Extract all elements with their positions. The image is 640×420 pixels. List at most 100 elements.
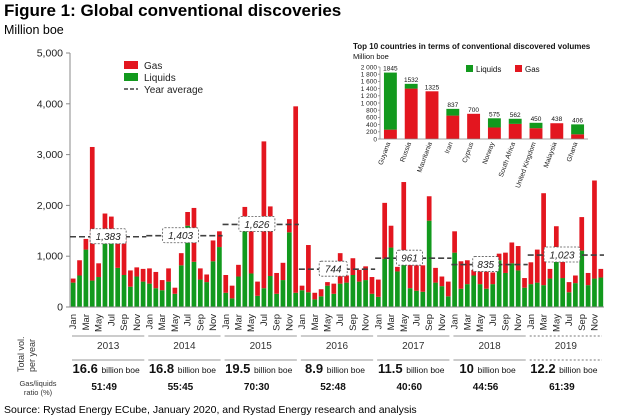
liquids-bar: [159, 290, 165, 307]
liquids-bar: [223, 292, 229, 307]
liquids-bar: [89, 280, 95, 307]
month-tick-label: Jul: [488, 314, 499, 326]
liquids-bar: [509, 263, 515, 307]
liquids-bar: [318, 296, 324, 307]
gas-bar: [566, 282, 572, 293]
gas-bar: [541, 193, 546, 286]
gas-bar: [96, 263, 101, 278]
inset-liquids-bar: [571, 124, 585, 135]
month-tick-label: Nov: [589, 314, 600, 331]
liquids-bar: [197, 279, 203, 307]
gas-bar: [77, 260, 82, 276]
inset-y-tick-label: 1 400: [361, 86, 378, 93]
legend-liquids-label: Liquids: [144, 73, 176, 84]
year-average-label: 1,626: [244, 220, 269, 231]
inset-gas-bar: [571, 134, 585, 139]
inset-liquids-bar: [508, 118, 522, 124]
gas-bar: [274, 272, 279, 294]
gas-bar: [312, 292, 318, 300]
liquids-bar: [255, 295, 260, 307]
liquids-bar: [108, 230, 114, 307]
liquids-bar: [267, 276, 273, 307]
legend-average-label: Year average: [144, 85, 204, 96]
row-label-total-line2: per year: [27, 339, 37, 372]
inset-category-label: Iran: [444, 141, 455, 155]
inset-gas-bar: [550, 123, 564, 139]
liquids-bar: [331, 293, 337, 307]
inset-total-label: 1845: [383, 66, 398, 73]
month-tick-label: May: [399, 314, 410, 332]
liquids-bar: [553, 255, 559, 307]
month-tick-label: May: [322, 314, 333, 332]
inset-y-tick-label: 400: [366, 122, 377, 129]
liquids-bar: [96, 277, 101, 307]
year-total-value: 12.2 billion boe: [530, 361, 597, 376]
gas-bar: [293, 106, 299, 293]
liquids-bar: [566, 292, 572, 307]
gas-bar: [299, 285, 305, 291]
gas-bar: [70, 278, 76, 283]
gas-bar: [382, 202, 388, 259]
month-tick-label: Nov: [361, 314, 372, 331]
gas-bar: [261, 141, 267, 289]
year-label: 2015: [250, 341, 273, 352]
month-tick-label: Jan: [144, 314, 155, 329]
gas-bar: [439, 276, 445, 287]
month-tick-label: Jan: [68, 314, 79, 329]
year-label: 2013: [97, 341, 120, 352]
year-average-label: 961: [401, 254, 418, 265]
inset-title: Top 10 countries in terms of conventiona…: [353, 42, 591, 51]
gas-bar: [515, 246, 521, 271]
year-average-label-box: [318, 260, 348, 277]
gas-bar: [407, 258, 413, 289]
gas-bar: [115, 232, 121, 268]
gas-bar: [223, 274, 229, 293]
liquids-bar: [471, 275, 477, 307]
year-average-label-box: [396, 249, 423, 266]
liquids-bar: [445, 296, 451, 307]
year-total-value: 11.5 billion boe: [378, 361, 445, 376]
gas-bar: [153, 271, 159, 289]
month-tick-label: Mar: [462, 314, 473, 330]
year-average-label-box: [89, 228, 127, 245]
month-tick-label: Jan: [526, 314, 537, 329]
liquids-bar: [490, 284, 496, 307]
source-note: Source: Rystad Energy ECube, January 202…: [4, 404, 417, 416]
month-tick-label: May: [170, 314, 181, 332]
liquids-bar: [344, 282, 349, 307]
inset-total-label: 837: [447, 102, 458, 109]
liquids-bar: [433, 282, 438, 307]
liquids-bar: [210, 261, 216, 307]
gas-bar: [503, 252, 508, 273]
liquids-bar: [356, 281, 362, 307]
inset-gas-bar: [383, 129, 397, 139]
gas-bar: [547, 268, 553, 279]
y-axis-tick-label: 0: [57, 302, 63, 314]
liquids-bar: [363, 280, 368, 307]
gas-bar: [560, 252, 566, 279]
gas-bar: [395, 266, 400, 272]
liquids-bar: [70, 282, 76, 307]
legend-gas-swatch: [124, 61, 138, 69]
month-tick-label: Mar: [310, 314, 321, 330]
month-tick-label: Sep: [348, 314, 359, 331]
liquids-bar: [229, 298, 235, 307]
gas-bar: [255, 281, 260, 296]
gas-bar: [598, 268, 604, 278]
gas-bar: [573, 275, 578, 284]
gas-bar: [534, 249, 540, 283]
month-tick-label: Sep: [272, 314, 283, 331]
month-tick-label: Nov: [284, 314, 295, 331]
y-axis-tick-label: 4,000: [37, 98, 63, 110]
year-average-label: 1,023: [550, 251, 575, 262]
inset-total-label: 700: [468, 107, 479, 114]
inset-gas-bar: [404, 88, 418, 139]
liquids-bar: [592, 278, 597, 307]
month-tick-label: May: [551, 314, 562, 332]
gas-bar: [369, 277, 375, 294]
gas-bar: [592, 180, 597, 279]
inset-total-label: 450: [531, 116, 542, 123]
gas-bar: [267, 206, 273, 277]
year-average-label: 1,403: [168, 231, 193, 242]
